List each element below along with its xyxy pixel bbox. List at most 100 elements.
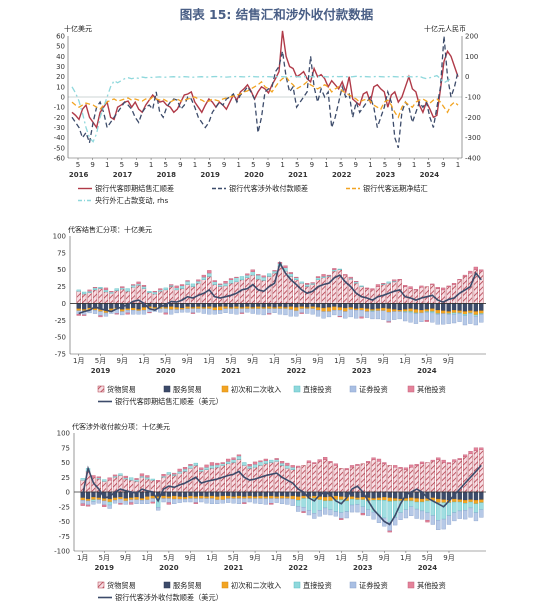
- chart2-bar-fdi: [463, 503, 468, 511]
- chart2-bar-other: [118, 503, 123, 505]
- chart1-x-tick-label: 9月: [117, 357, 128, 365]
- chart2-bar-income: [409, 497, 414, 502]
- chart2-y-tick-label: 50: [61, 459, 70, 467]
- chart2-bar-services: [236, 491, 242, 497]
- chart2-y-tick-label: 75: [61, 444, 70, 452]
- chart2-bar-other: [328, 461, 333, 463]
- chart2-bar-portfolio: [85, 500, 91, 506]
- chart2-bar-income: [274, 496, 279, 499]
- chart2-bar-fdi: [209, 465, 215, 469]
- chart1-bar-services: [381, 303, 386, 309]
- chart2-bar-goods: [290, 469, 295, 493]
- chart1-bar-other: [381, 283, 386, 285]
- chart2-bar-other: [269, 503, 274, 505]
- chart2-bar-other: [112, 474, 118, 477]
- chart2-bar-fdi: [118, 473, 123, 476]
- chart1-bar-services: [228, 303, 234, 308]
- chart2-bar-fdi: [231, 459, 236, 463]
- chart1-bar-services: [152, 303, 157, 308]
- chart2-bar-fdi: [457, 501, 462, 512]
- chart2-bar-services: [382, 491, 387, 498]
- chart1-bar-goods: [158, 291, 163, 304]
- chart2-bar-other: [199, 467, 204, 470]
- chart1-bar-income: [179, 307, 185, 310]
- chart2-bar-portfolio: [199, 498, 204, 503]
- chart2-bar-income: [91, 497, 96, 500]
- chart2-bar-income: [225, 495, 231, 499]
- chart2-bar-portfolio: [328, 509, 333, 516]
- chart1-bar-other: [392, 279, 397, 282]
- chart1-bar-other: [207, 270, 212, 274]
- chart2-bar-portfolio: [479, 509, 484, 518]
- chart2-bar-goods: [225, 463, 231, 493]
- chart1-bar-portfolio: [375, 310, 381, 320]
- chart1-bar-other: [76, 314, 81, 316]
- top-series-line-2: [71, 75, 459, 119]
- chart2-bar-services: [387, 491, 392, 499]
- chart2-bar-portfolio: [80, 500, 85, 504]
- chart1-bar-other: [239, 312, 245, 314]
- chart1-bar-goods: [446, 286, 451, 304]
- chart2-bar-portfolio: [177, 498, 182, 503]
- chart1-bar-portfolio: [277, 308, 283, 315]
- chart2-bar-income: [323, 497, 328, 501]
- chart1-bar-other: [141, 285, 147, 287]
- chart2-bar-income: [193, 496, 198, 499]
- chart1-bar-goods: [109, 293, 114, 304]
- chart2-bar-services: [204, 491, 209, 497]
- chart1-bar-income: [473, 311, 478, 316]
- chart1-bar-services: [392, 303, 397, 310]
- chart2-bar-other: [215, 462, 220, 466]
- chart2-bar-income: [166, 496, 171, 499]
- chart1-bar-services: [354, 303, 359, 309]
- chart1-bar-goods: [245, 277, 250, 304]
- chart2-bar-services: [339, 491, 344, 497]
- chart2-bar-income: [382, 497, 387, 501]
- chart2-bar-portfolio: [344, 511, 349, 519]
- top-left-tick-label: 60: [56, 33, 65, 41]
- chart1-bar-portfolio: [256, 308, 261, 315]
- chart1-year-label: 2019: [91, 367, 111, 375]
- chart1-bar-portfolio: [272, 308, 277, 313]
- chart1-legend-label: 服务贸易: [173, 385, 202, 394]
- chart1-bar-fdi: [196, 281, 201, 284]
- chart1-bar-services: [109, 303, 114, 309]
- chart2-bar-goods: [409, 467, 414, 493]
- chart2-bar-goods: [393, 467, 398, 493]
- chart1-bar-other: [375, 284, 381, 287]
- chart2-bar-goods: [333, 465, 338, 493]
- top-legend-label: 银行代客涉外收付款顺差: [229, 184, 308, 193]
- chart2-bar-portfolio: [172, 498, 177, 505]
- chart2-bar-services: [398, 491, 403, 500]
- chart2-bar-income: [252, 496, 258, 499]
- chart1-x-tick-label: 9月: [378, 357, 389, 365]
- chart1-bar-services: [179, 303, 185, 309]
- chart1-bar-portfolio: [419, 312, 424, 322]
- chart1-bar-goods: [217, 286, 223, 304]
- chart1-bar-other: [441, 287, 446, 291]
- chart2-bar-goods: [236, 459, 242, 493]
- chart1-bar-fdi: [272, 270, 277, 274]
- chart2-bar-fdi: [414, 501, 419, 510]
- chart1-bar-services: [446, 303, 451, 312]
- chart2-year-label: 2024: [418, 564, 438, 572]
- chart2-bar-income: [118, 497, 123, 500]
- chart2-bar-fdi: [269, 459, 274, 463]
- chart1-x-tick-label: 1月: [138, 357, 149, 365]
- chart1-bar-other: [163, 312, 168, 315]
- chart1-bar-other: [196, 279, 201, 282]
- chart1-bar-portfolio: [435, 314, 440, 325]
- chart2-bar-fdi: [382, 500, 387, 519]
- top-left-tick-label: 10: [56, 83, 65, 91]
- chart2-bar-portfolio: [252, 498, 258, 504]
- chart1-bar-other: [479, 269, 484, 272]
- chart1-bar-other: [152, 291, 157, 293]
- chart1-bar-income: [337, 307, 342, 311]
- chart1-bar-other: [462, 274, 468, 277]
- chart2-bar-fdi: [166, 472, 171, 475]
- chart2-bar-other: [209, 462, 215, 466]
- top-x-tick-label: 1: [456, 161, 460, 169]
- chart1-bar-other: [343, 274, 348, 276]
- chart1-bar-income: [168, 306, 174, 310]
- chart2-bar-goods: [220, 465, 225, 493]
